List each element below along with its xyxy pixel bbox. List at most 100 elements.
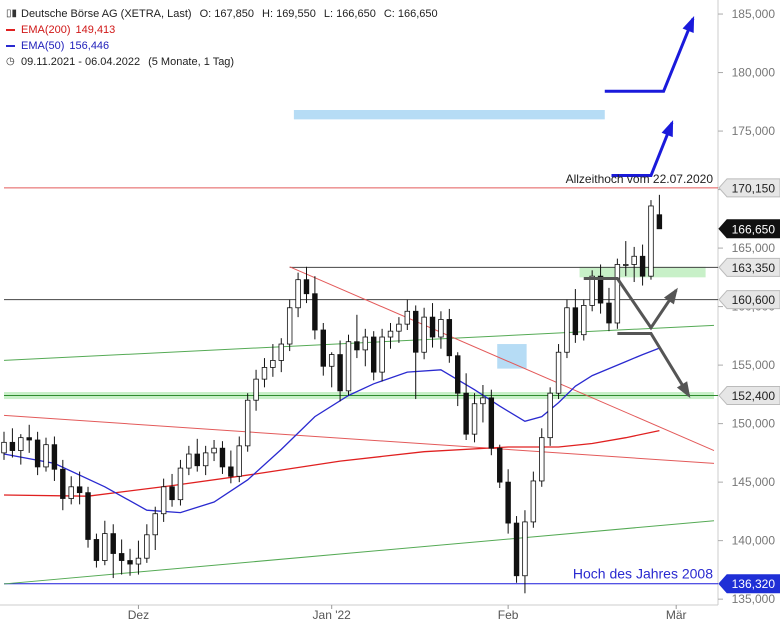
candle: [85, 486, 91, 548]
candle-body-up: [589, 275, 595, 306]
candle-body-down: [76, 486, 83, 494]
candle-body-down: [455, 355, 461, 394]
candle-body-up: [270, 360, 276, 368]
instrument-name: Deutsche Börse AG (XETRA, Last): [21, 8, 192, 20]
candle-body-up: [43, 444, 49, 468]
candle-body-down: [127, 560, 133, 565]
candle: [656, 194, 663, 230]
candle: [522, 510, 528, 594]
candle: [572, 289, 579, 343]
level-badge-label: 166,650: [732, 222, 776, 236]
level-badge-label: 163,350: [732, 261, 776, 275]
candle: [639, 244, 646, 286]
candle-body-up: [623, 264, 629, 266]
candle-body-up: [18, 437, 24, 451]
y-tick-label: 165,000: [732, 241, 776, 255]
level-badge-bg: [718, 574, 780, 594]
y-tick-label: 135,000: [732, 592, 776, 606]
long-term-red: [3, 414, 715, 464]
candle-body-up: [160, 486, 167, 515]
candle-body-down: [370, 336, 377, 373]
candle-body-down: [354, 341, 360, 351]
candle: [631, 246, 637, 283]
candle: [337, 340, 343, 402]
level-badge: 152,400: [718, 386, 780, 406]
candle-body-up: [144, 534, 150, 559]
low-value: L: 166,650: [323, 8, 376, 20]
candle-body-down: [639, 255, 646, 277]
candle: [68, 476, 74, 505]
candle: [648, 200, 654, 280]
candle-body-up: [236, 445, 242, 477]
candle: [34, 431, 41, 476]
high-value: H: 169,550: [262, 8, 316, 20]
candle-body-up: [135, 557, 142, 565]
candle-body-up: [421, 316, 427, 353]
candle: [354, 314, 360, 359]
candle: [429, 303, 436, 348]
candlestick-icon: ▯▮: [6, 8, 18, 19]
y-tick-label: 145,000: [732, 475, 776, 489]
candle-body-down: [194, 453, 200, 467]
candle: [497, 444, 503, 488]
lower-green-channel: [3, 520, 715, 585]
legend-period-row: ◷ 09.11.2021 - 06.04.2022 (5 Monate, 1 T…: [6, 54, 438, 70]
y-tick-label: 185,000: [732, 7, 776, 21]
candle-body-down: [169, 486, 175, 501]
candle: [228, 450, 234, 484]
upper-bull-arrow: [604, 18, 695, 93]
candle-body-up: [177, 467, 184, 501]
candle-body-up: [102, 533, 108, 561]
candle: [480, 385, 486, 423]
candle-body-down: [312, 293, 318, 331]
candle-body-up: [278, 343, 284, 361]
candle: [471, 393, 478, 443]
candle: [135, 540, 142, 575]
candle-body-down: [513, 522, 520, 577]
candle: [597, 264, 604, 314]
ema200-line: [3, 429, 660, 497]
candle-body-down: [488, 397, 495, 449]
candle: [177, 459, 184, 506]
candle-body-down: [85, 492, 91, 540]
x-tick-label: Dez: [128, 608, 149, 622]
candle: [51, 436, 58, 481]
candle-body-up: [581, 305, 587, 336]
candle: [614, 258, 621, 329]
candle-body-up: [530, 480, 537, 523]
lower-bull-arrow-head-icon: [661, 120, 674, 138]
x-tick-label: Mär: [666, 608, 687, 622]
candle: [463, 373, 469, 440]
ema50-line: [3, 347, 660, 514]
candle: [43, 437, 49, 472]
ema50-label: EMA(50): [21, 40, 65, 52]
candle: [118, 539, 125, 575]
candle-body-up: [396, 323, 402, 332]
candle-body-down: [26, 437, 32, 441]
candle: [278, 338, 284, 373]
x-tick-label: Feb: [498, 608, 519, 622]
candle: [93, 533, 100, 568]
lower-bull-arrow: [611, 122, 674, 178]
candle: [328, 352, 335, 388]
candle: [589, 270, 595, 312]
candle-body-up: [631, 255, 637, 265]
candle: [261, 358, 268, 388]
candle: [370, 331, 377, 381]
candle: [295, 272, 301, 318]
candle-body-up: [152, 513, 158, 536]
candle-body-down: [505, 481, 511, 524]
candle-body-down: [597, 275, 604, 304]
candle: [320, 322, 327, 376]
candle: [455, 352, 461, 407]
candle-body-up: [471, 403, 478, 435]
candle: [505, 469, 511, 534]
legend-ema200-row: EMA(200) 149,413: [6, 22, 438, 38]
clock-icon: ◷: [6, 56, 15, 67]
candle-body-up: [522, 521, 528, 577]
ema200-value: 149,413: [75, 24, 116, 36]
candle: [169, 473, 175, 507]
candle-body-up: [261, 367, 268, 380]
candle-body-down: [463, 392, 469, 435]
